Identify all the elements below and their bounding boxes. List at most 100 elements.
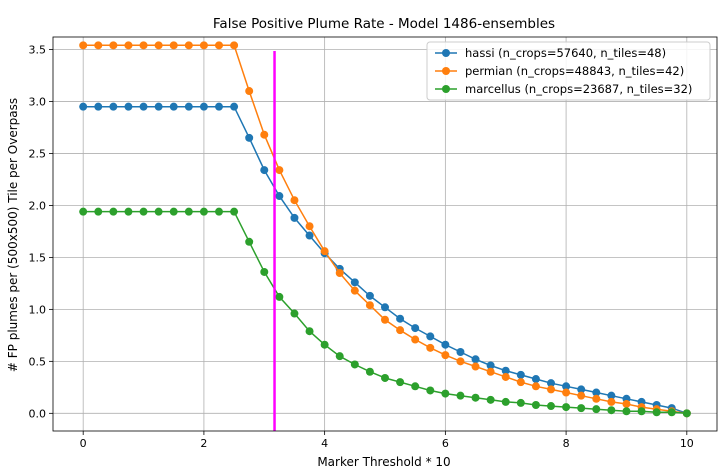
data-point	[124, 102, 133, 111]
data-point	[215, 102, 223, 111]
data-point	[426, 332, 435, 341]
data-point	[441, 351, 450, 360]
x-tick-label: 4	[321, 437, 328, 450]
data-point	[577, 385, 586, 394]
data-point	[335, 352, 344, 361]
data-point	[562, 382, 571, 391]
legend-label: marcellus (n_crops=23687, n_tiles=32)	[465, 82, 692, 96]
data-point	[139, 207, 148, 216]
data-point	[350, 278, 359, 287]
data-point	[562, 403, 571, 412]
axes-frame	[52, 36, 718, 432]
data-point	[184, 41, 193, 50]
data-point	[199, 102, 208, 111]
data-point	[607, 406, 616, 415]
data-point	[501, 372, 510, 381]
data-point	[516, 398, 525, 407]
y-tick-label: 3.0	[29, 95, 47, 108]
data-point	[381, 315, 389, 324]
chart-title: False Positive Plume Rate - Model 1486-e…	[213, 16, 555, 32]
data-point	[94, 207, 103, 216]
data-point	[456, 347, 465, 356]
data-point	[441, 340, 450, 349]
y-tick-label: 3.5	[29, 43, 47, 56]
data-point	[305, 222, 314, 231]
data-point	[516, 378, 525, 387]
legend-marker	[442, 49, 450, 57]
data-point	[199, 207, 208, 216]
data-point	[94, 41, 103, 50]
data-point	[79, 102, 88, 111]
data-point	[169, 41, 178, 50]
data-point	[184, 207, 193, 216]
x-tick-label: 10	[680, 437, 694, 450]
data-point	[531, 375, 540, 384]
data-point	[531, 382, 540, 391]
data-point	[320, 340, 329, 349]
data-point	[275, 292, 284, 301]
data-point	[652, 408, 661, 417]
y-tick-label: 1.0	[29, 303, 47, 316]
data-point	[199, 41, 208, 50]
data-point	[230, 102, 239, 111]
data-point	[547, 385, 555, 394]
data-point	[169, 102, 178, 111]
data-point	[230, 207, 239, 216]
data-point	[350, 360, 359, 369]
data-point	[516, 370, 525, 379]
data-point	[501, 366, 510, 375]
data-point	[486, 361, 495, 370]
legend: hassi (n_crops=57640, n_tiles=48)permian…	[426, 41, 711, 101]
data-point	[184, 102, 193, 111]
data-point	[667, 408, 676, 417]
data-point	[139, 41, 148, 50]
data-point	[290, 196, 299, 205]
data-point	[275, 166, 284, 175]
data-point	[124, 207, 133, 216]
x-tick-label: 0	[80, 437, 87, 450]
data-point	[411, 324, 420, 333]
data-point	[592, 388, 601, 397]
data-point	[109, 207, 118, 216]
data-point	[607, 397, 616, 406]
data-point	[169, 207, 178, 216]
data-point	[154, 102, 163, 111]
legend-marker	[442, 85, 450, 93]
series-line-0	[83, 105, 688, 415]
y-tick-label: 0.5	[29, 355, 47, 368]
x-tick-label: 6	[442, 437, 449, 450]
data-point	[290, 213, 299, 222]
y-tick-label: 1.5	[29, 251, 47, 264]
legend-box	[426, 41, 711, 101]
x-axis-label: Marker Threshold * 10	[317, 455, 450, 469]
data-point	[486, 367, 495, 376]
data-point	[109, 41, 118, 50]
y-tick-label: 0.0	[29, 407, 47, 420]
data-point	[471, 393, 480, 402]
data-point	[154, 207, 163, 216]
data-point	[79, 207, 88, 216]
data-point	[607, 391, 616, 400]
data-point	[245, 237, 254, 246]
data-point	[426, 343, 435, 352]
data-point	[245, 87, 254, 96]
data-point	[577, 404, 586, 413]
data-point	[260, 267, 269, 276]
data-point	[396, 326, 405, 335]
data-point	[411, 382, 420, 391]
data-point	[592, 394, 601, 403]
data-point	[622, 399, 631, 408]
x-tick-label: 2	[200, 437, 207, 450]
data-point	[350, 286, 359, 295]
data-point	[396, 314, 405, 323]
data-point	[592, 405, 601, 414]
legend-label: hassi (n_crops=57640, n_tiles=48)	[465, 46, 666, 60]
data-point	[562, 388, 571, 397]
data-point	[471, 362, 480, 371]
data-point	[79, 41, 88, 50]
data-point	[215, 41, 223, 50]
data-point	[215, 207, 223, 216]
legend-label: permian (n_crops=48843, n_tiles=42)	[465, 64, 684, 78]
data-point	[547, 402, 555, 411]
